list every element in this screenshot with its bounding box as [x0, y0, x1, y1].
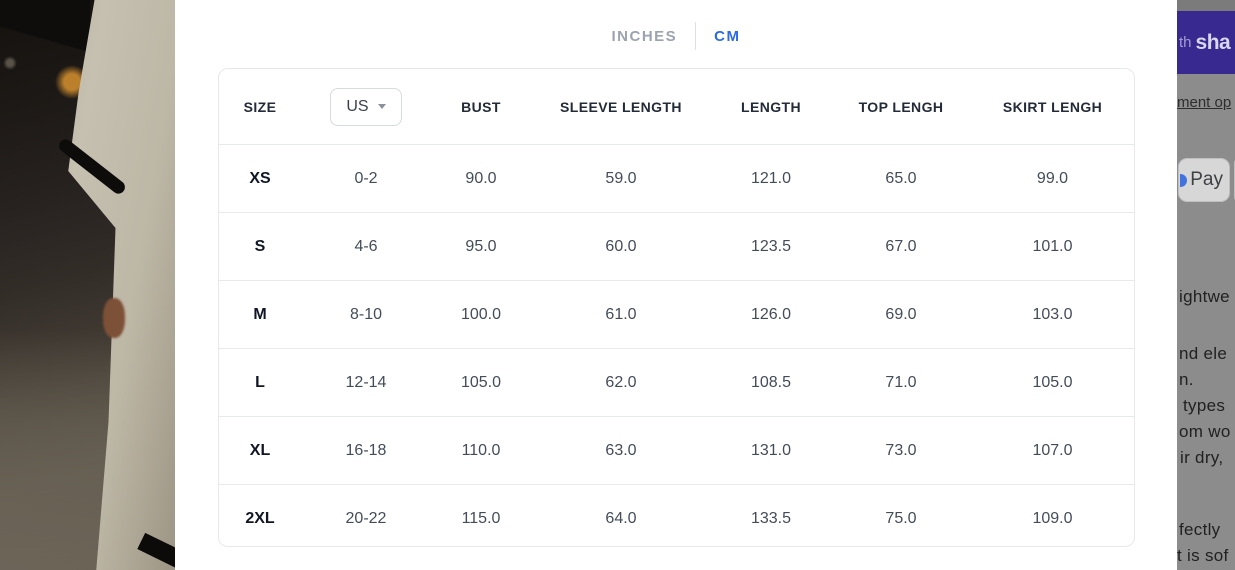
table-row: XL 16-18 110.0 63.0 131.0 73.0 107.0	[219, 416, 1134, 484]
top-length-value: 65.0	[885, 169, 917, 187]
column-header-skirt-length: SKIRT LENGH	[1002, 98, 1103, 115]
google-pay-label: Pay	[1190, 169, 1223, 190]
shop-logo-fragment: sha	[1195, 30, 1231, 54]
top-length-value: 69.0	[885, 305, 917, 323]
us-value: 0-2	[354, 169, 378, 187]
size-label: XL	[249, 441, 271, 459]
us-value: 20-22	[345, 509, 387, 527]
table-row: S 4-6 95.0 60.0 123.5 67.0 101.0	[219, 212, 1134, 280]
page-behind-overlay: th sha ment op Pay ightwe nd ele n. type…	[1177, 0, 1235, 570]
skirt-length-value: 99.0	[1036, 169, 1069, 187]
bust-value: 110.0	[461, 441, 501, 459]
us-value: 4-6	[354, 237, 378, 255]
column-header-region: US	[301, 69, 431, 144]
size-label: XS	[249, 169, 271, 187]
description-fragment: n.	[1179, 370, 1194, 389]
product-photo	[0, 0, 175, 570]
description-fragment: ir dry,	[1180, 448, 1224, 467]
region-dropdown[interactable]: US	[330, 87, 402, 126]
sleeve-length-value: 64.0	[605, 509, 637, 527]
bust-value: 105.0	[460, 373, 502, 391]
google-pay-logo-icon	[1180, 173, 1188, 187]
google-pay-button[interactable]: Pay	[1178, 158, 1230, 202]
description-fragment: nd ele	[1179, 344, 1228, 363]
column-header-size: SIZE	[243, 98, 277, 115]
column-header-sleeve-length: SLEEVE LENGTH	[560, 98, 682, 115]
skirt-length-value: 101.0	[1032, 237, 1073, 255]
table-header-row: SIZE US BUST SLEEVE LENGTH LENGTH TOP LE…	[219, 69, 1134, 144]
length-value: 133.5	[750, 509, 792, 527]
column-header-top-length: TOP LENGH	[858, 98, 944, 115]
table-row: XS 0-2 90.0 59.0 121.0 65.0 99.0	[219, 144, 1134, 212]
photo-model-hand	[103, 298, 125, 338]
sleeve-length-value: 61.0	[605, 305, 637, 323]
tab-cm[interactable]: CM	[714, 27, 741, 45]
top-length-value: 71.0	[885, 373, 917, 391]
us-value: 8-10	[349, 305, 383, 323]
description-fragment: ightwe	[1179, 287, 1230, 306]
tabs-divider	[695, 22, 697, 50]
sleeve-length-value: 62.0	[605, 373, 637, 391]
units-tabs: INCHES CM	[175, 22, 1177, 50]
us-value: 16-18	[345, 441, 387, 459]
size-chart-table: SIZE US BUST SLEEVE LENGTH LENGTH TOP LE…	[218, 68, 1135, 547]
description-fragment: fectly	[1179, 520, 1221, 539]
sleeve-length-value: 60.0	[605, 237, 637, 255]
top-length-value: 67.0	[885, 237, 917, 255]
table-row: 2XL 20-22 115.0 64.0 133.5 75.0 109.0	[219, 484, 1134, 546]
column-header-length: LENGTH	[741, 98, 801, 115]
size-label: L	[255, 373, 265, 391]
page-top-strip	[1177, 0, 1235, 11]
payment-options-link[interactable]: ment op	[1177, 94, 1232, 111]
chevron-down-icon	[377, 104, 386, 109]
skirt-length-value: 107.0	[1032, 441, 1073, 459]
size-label: S	[254, 237, 266, 255]
skirt-length-value: 105.0	[1032, 373, 1073, 391]
length-value: 123.5	[750, 237, 792, 255]
bust-value: 95.0	[465, 237, 497, 255]
description-fragment: types	[1183, 396, 1226, 415]
photo-awning-shadow	[0, 0, 90, 72]
length-value: 131.0	[750, 441, 792, 459]
column-header-bust: BUST	[461, 98, 501, 115]
length-value: 108.5	[750, 373, 792, 391]
skirt-length-value: 109.0	[1032, 509, 1073, 527]
top-length-value: 75.0	[885, 509, 917, 527]
region-dropdown-value: US	[346, 97, 369, 115]
length-value: 121.0	[750, 169, 792, 187]
table-row: L 12-14 105.0 62.0 108.5 71.0 105.0	[219, 348, 1134, 416]
top-length-value: 73.0	[885, 441, 917, 459]
size-label: M	[253, 305, 267, 323]
bust-value: 115.0	[461, 509, 501, 527]
sleeve-length-value: 59.0	[605, 169, 637, 187]
shop-pay-banner: th sha	[1177, 11, 1235, 74]
size-label: 2XL	[245, 509, 275, 527]
length-value: 126.0	[750, 305, 792, 323]
us-value: 12-14	[345, 373, 387, 391]
tab-inches[interactable]: INCHES	[611, 27, 678, 45]
bust-value: 100.0	[460, 305, 502, 323]
size-chart-modal: INCHES CM SIZE US BUST SLEEVE LENGTH LEN…	[175, 0, 1177, 570]
bust-value: 90.0	[465, 169, 497, 187]
sleeve-length-value: 63.0	[605, 441, 637, 459]
skirt-length-value: 103.0	[1032, 305, 1073, 323]
table-row: M 8-10 100.0 61.0 126.0 69.0 103.0	[219, 280, 1134, 348]
banner-text-fragment: th	[1179, 34, 1192, 51]
description-fragment: t is sof	[1177, 546, 1229, 565]
description-fragment: om wo	[1179, 422, 1231, 441]
